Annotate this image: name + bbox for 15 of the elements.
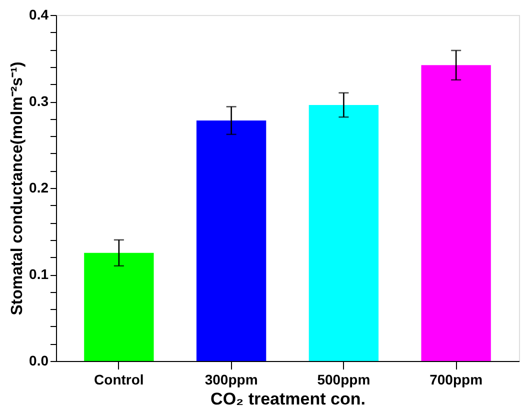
- x-tick-label: 500ppm: [317, 372, 370, 388]
- y-tick-label: 0.2: [29, 180, 49, 196]
- y-tick-label: 0.1: [29, 266, 49, 282]
- bar: [308, 104, 379, 361]
- y-tick-label: 0.3: [29, 93, 49, 109]
- bar: [421, 65, 491, 361]
- x-tick-label: 700ppm: [430, 372, 483, 388]
- bar: [196, 120, 266, 361]
- y-tick-label: 0.4: [29, 6, 49, 22]
- y-axis-title: Stomatal conductance(molm⁻²s⁻¹): [9, 62, 26, 316]
- bar: [84, 252, 154, 361]
- x-tick-label: Control: [94, 372, 144, 388]
- y-tick-label: 0.0: [29, 352, 49, 368]
- x-tick-label: 300ppm: [204, 372, 258, 388]
- x-axis-title: CO₂ treatment con.: [210, 390, 366, 408]
